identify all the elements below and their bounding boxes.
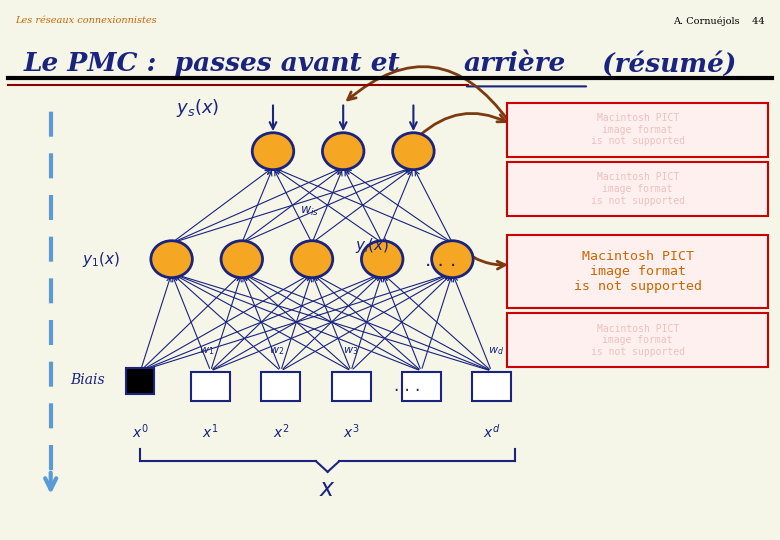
Text: $x^2$: $x^2$ [272,423,289,441]
FancyBboxPatch shape [472,372,511,401]
FancyBboxPatch shape [332,372,370,401]
Text: $x^1$: $x^1$ [202,423,219,441]
Text: . . .: . . . [394,377,420,395]
Text: $x^0$: $x^0$ [132,423,149,441]
Text: Macintosh PICT
image format
is not supported: Macintosh PICT image format is not suppo… [590,172,685,206]
Text: Les réseaux connexionnistes: Les réseaux connexionnistes [16,16,158,25]
Text: Biais: Biais [70,373,105,387]
Text: Le PMC :  passes avant et: Le PMC : passes avant et [23,51,410,76]
Text: $x$: $x$ [319,478,336,501]
FancyBboxPatch shape [507,235,768,308]
FancyBboxPatch shape [507,103,768,157]
Text: $y_s(x)$: $y_s(x)$ [176,97,219,119]
FancyBboxPatch shape [402,372,441,401]
FancyBboxPatch shape [126,368,154,394]
Text: $x^3$: $x^3$ [342,423,360,441]
Text: Macintosh PICT
image format
is not supported: Macintosh PICT image format is not suppo… [573,250,702,293]
Text: $w_3$: $w_3$ [343,345,359,357]
FancyBboxPatch shape [261,372,300,401]
Text: Macintosh PICT
image format
is not supported: Macintosh PICT image format is not suppo… [590,113,685,146]
Text: $w_1$: $w_1$ [199,345,215,357]
Text: arrière: arrière [464,51,566,76]
Text: Macintosh PICT
image format
is not supported: Macintosh PICT image format is not suppo… [590,323,685,357]
Text: $w_{is}$: $w_{is}$ [300,205,319,218]
Ellipse shape [431,241,473,278]
Text: $x^d$: $x^d$ [483,423,500,441]
Ellipse shape [291,241,333,278]
Ellipse shape [221,241,263,278]
FancyBboxPatch shape [507,313,768,367]
Text: . . .: . . . [425,251,456,270]
Text: $w_d$: $w_d$ [488,345,504,357]
Ellipse shape [151,241,193,278]
Ellipse shape [322,133,364,170]
Text: $y_1(x)$: $y_1(x)$ [82,249,120,269]
Text: $w_2$: $w_2$ [269,345,285,357]
Text: $y_i(x)$: $y_i(x)$ [355,236,389,255]
Text: A. Cornuéjols    44: A. Cornuéjols 44 [673,16,764,26]
Ellipse shape [392,133,434,170]
Text: (résumé): (résumé) [593,51,736,77]
FancyBboxPatch shape [191,372,230,401]
Ellipse shape [361,241,403,278]
Ellipse shape [252,133,294,170]
FancyBboxPatch shape [507,162,768,216]
